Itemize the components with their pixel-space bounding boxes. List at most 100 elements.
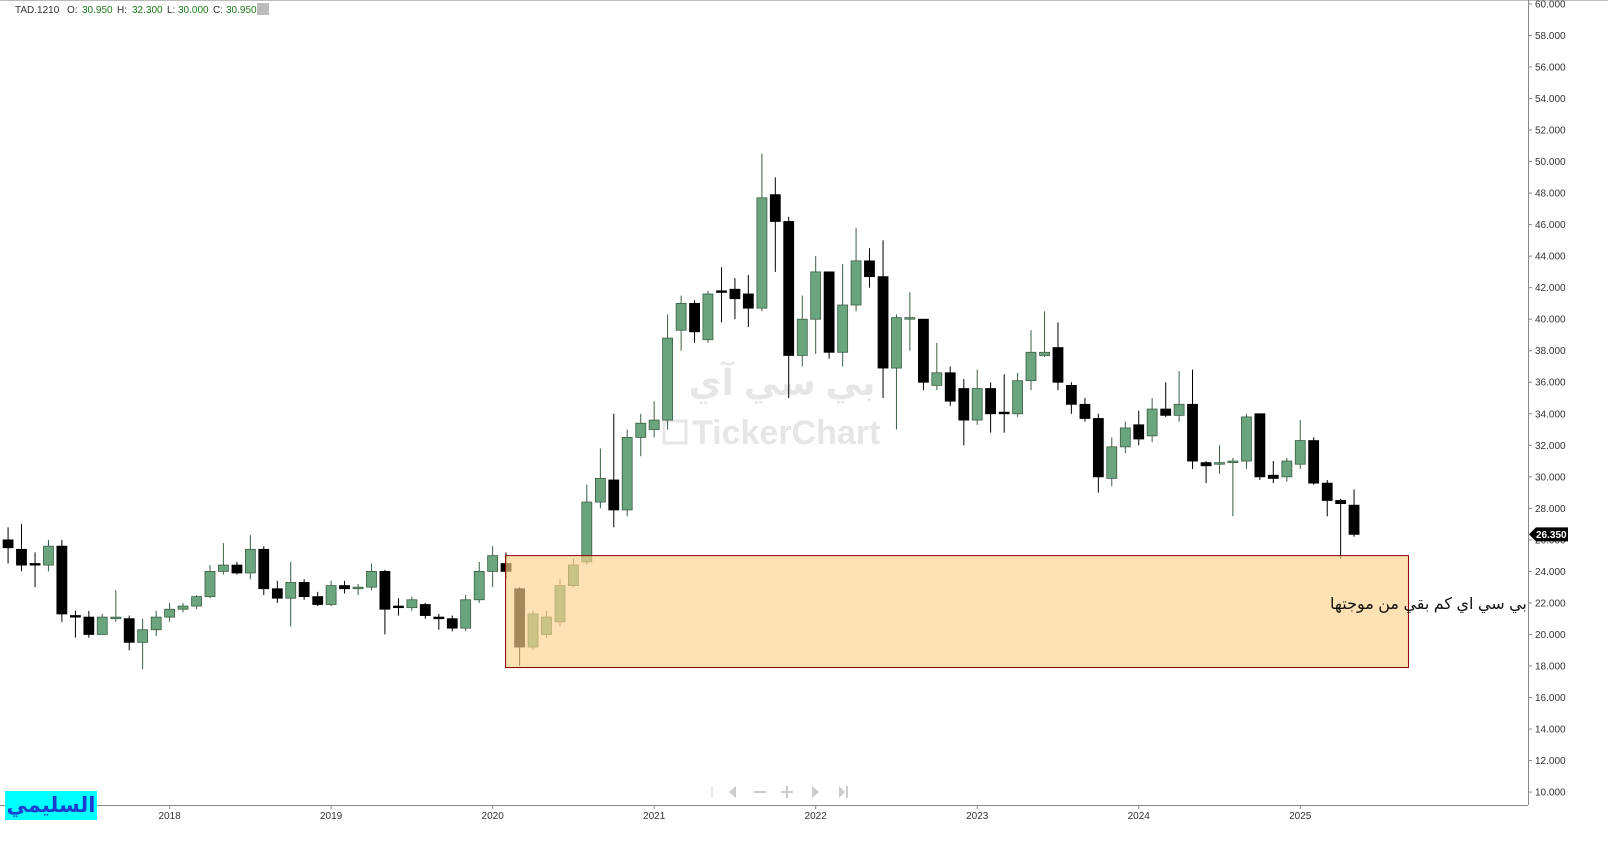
candle-body-up [285, 582, 297, 599]
watermark-arabic: بي سي آي [688, 360, 875, 404]
candle-body-up [96, 616, 108, 635]
candle-body-down [944, 372, 956, 402]
y-tick-label: 58.000 [1535, 31, 1566, 42]
x-tick-label: 2023 [966, 811, 989, 822]
candle-body-down [783, 221, 795, 356]
candle-body-down [958, 388, 970, 421]
candle-body-up [1173, 403, 1185, 416]
y-tick-label: 10.000 [1535, 788, 1566, 799]
candle-body-down [258, 548, 270, 590]
y-tick-label: 54.000 [1535, 94, 1566, 105]
candle-body-up [1119, 427, 1131, 448]
candle-body-down [298, 582, 310, 598]
candle-body-up [904, 317, 916, 320]
candle-body-up [850, 260, 862, 306]
y-tick-label: 16.000 [1535, 693, 1566, 704]
y-tick-label: 44.000 [1535, 252, 1566, 263]
watermark-brand: TickerChart [692, 414, 880, 452]
ohlc-key: C: [213, 5, 223, 16]
y-tick-label: 42.000 [1535, 283, 1566, 294]
candle-body-down [1348, 504, 1360, 535]
last-price-tag [1529, 527, 1568, 542]
candle-body-down [379, 570, 391, 610]
candle-body-up [473, 570, 485, 601]
y-tick-label: 48.000 [1535, 189, 1566, 200]
ohlc-value: 30.000 [178, 5, 209, 16]
y-tick-label: 30.000 [1535, 472, 1566, 483]
candle-body-up [406, 599, 418, 609]
candle-body-up [702, 293, 714, 341]
candle-body-down [1321, 482, 1333, 501]
candle-body-up [217, 564, 229, 572]
x-tick-label: 2022 [805, 811, 828, 822]
candle-body-up [837, 304, 849, 353]
candle-body-down [70, 615, 81, 618]
header-button[interactable] [257, 3, 269, 15]
candle-body-up [581, 501, 593, 563]
y-tick-label: 14.000 [1535, 725, 1566, 736]
candle-body-down [446, 618, 458, 629]
candle-body-up [43, 545, 54, 566]
annotation: بي سي اي كم بقي من موجتها [1330, 596, 1527, 614]
nav-back[interactable] [729, 786, 736, 798]
zone [505, 555, 1409, 669]
candle-body-down [877, 276, 889, 369]
candle-body-up [110, 616, 122, 620]
candle-body-down [1187, 403, 1198, 462]
y-tick-label: 40.000 [1535, 315, 1566, 326]
ohlc-value: 30.950 [82, 5, 113, 16]
candle-body-up [487, 555, 499, 572]
watermark: بي سي آي TickerChart [662, 360, 880, 452]
candle-body-down [1052, 347, 1064, 383]
y-tick-label: 32.000 [1535, 441, 1566, 452]
symbol: TAD.1210 [15, 5, 60, 16]
candle-body-up [810, 271, 822, 320]
watermark-icon [662, 419, 688, 445]
y-tick-label: 50.000 [1535, 157, 1566, 168]
candle-body-down [1335, 500, 1347, 505]
nav-zoom-out[interactable] [754, 791, 766, 793]
candle-body-up [325, 585, 337, 605]
candle-body-up [891, 317, 902, 369]
last-price-label: 26.350 [1536, 530, 1567, 541]
ohlc-key: L: [167, 5, 175, 16]
candle-body-up [1146, 408, 1158, 437]
candle-body-down [433, 616, 445, 620]
y-tick-label: 12.000 [1535, 756, 1566, 767]
candle-body-down [1160, 408, 1172, 416]
x-tick-label: 2019 [320, 811, 343, 822]
candle-body-up [1241, 416, 1252, 462]
candle-body-down [1254, 413, 1266, 478]
candle-body-down [16, 548, 27, 566]
candle-body-up [1012, 380, 1023, 415]
candle-body-up [931, 372, 943, 386]
candle-body-down [1065, 384, 1077, 405]
candle-body-up [150, 616, 162, 631]
y-tick-label: 22.000 [1535, 598, 1566, 609]
candle-body-up [621, 437, 633, 511]
candle-body-down [1133, 424, 1145, 440]
candle-body-down [123, 618, 135, 643]
nav-forward[interactable] [812, 786, 819, 798]
y-tick-label: 52.000 [1535, 126, 1566, 137]
nav-zoom-in[interactable] [781, 786, 793, 798]
navigation-controls[interactable] [711, 786, 848, 798]
candle-body-up [244, 548, 256, 574]
candle-body-up [1039, 351, 1050, 356]
candle-body-down [864, 260, 875, 278]
candle-body-down [56, 545, 68, 615]
x-tick-label: 2021 [643, 811, 666, 822]
candle-body-down [271, 588, 283, 599]
x-tick-label: 2020 [482, 811, 505, 822]
candle-body-up [352, 586, 364, 590]
candle-body-down [1200, 462, 1212, 467]
candle-body-up [1227, 460, 1239, 464]
y-tick-label: 60.000 [1535, 0, 1566, 10]
candle-body-down [998, 411, 1010, 415]
ohlc-key: H: [117, 5, 127, 16]
nav-end[interactable] [839, 786, 848, 798]
candle-body-up [191, 596, 202, 607]
candle-body-down [769, 194, 781, 222]
